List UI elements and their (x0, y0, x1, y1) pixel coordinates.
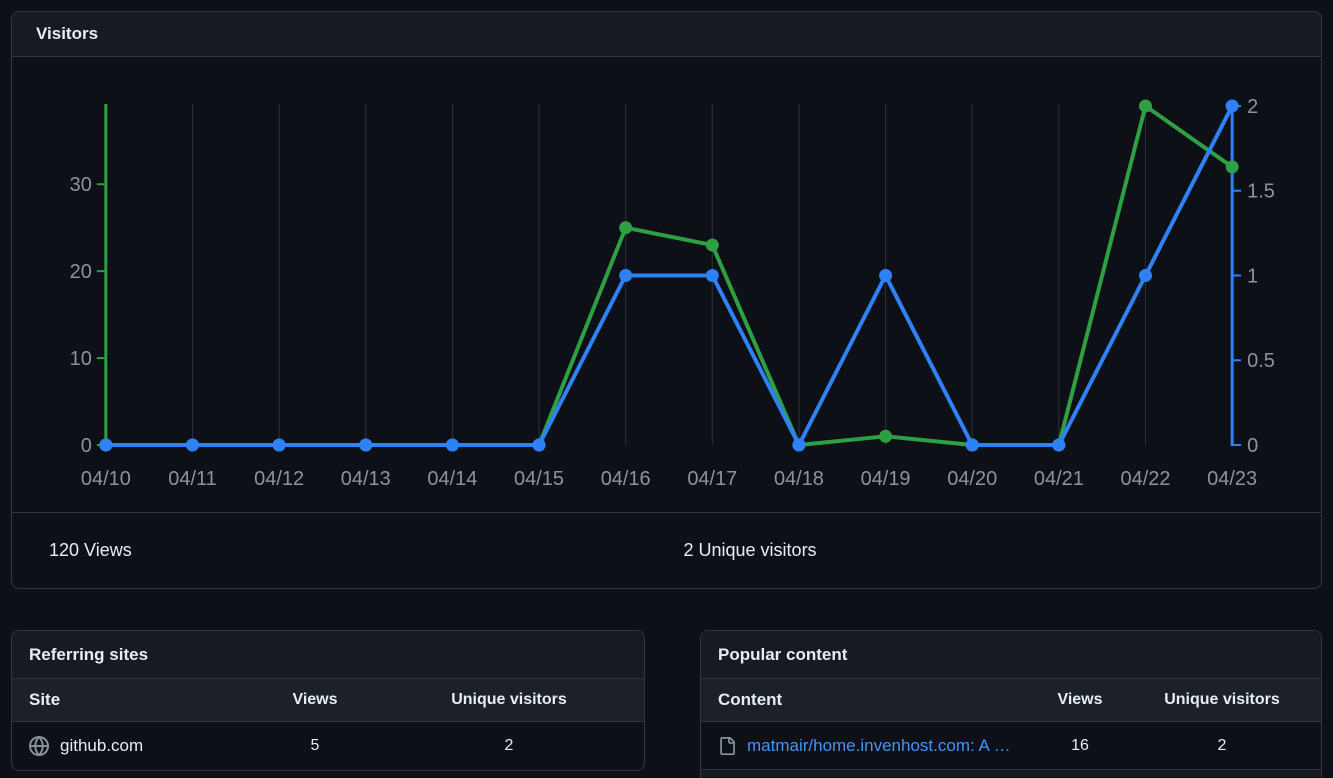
svg-text:0.5: 0.5 (1247, 350, 1275, 372)
svg-text:04/17: 04/17 (687, 468, 737, 490)
svg-text:0: 0 (1247, 435, 1258, 457)
svg-text:30: 30 (70, 174, 92, 196)
svg-text:04/12: 04/12 (254, 468, 304, 490)
svg-text:04/22: 04/22 (1121, 468, 1171, 490)
svg-text:04/20: 04/20 (947, 468, 997, 490)
svg-text:04/21: 04/21 (1034, 468, 1084, 490)
table-row: github.com 5 2 (12, 722, 644, 769)
referring-site-views: 5 (310, 736, 320, 754)
column-header-views: Views (1057, 691, 1103, 708)
file-icon (718, 736, 736, 755)
referring-sites-title: Referring sites (29, 644, 149, 664)
referring-sites-card: Referring sites Site Views Unique visito… (11, 630, 645, 771)
globe-icon (29, 735, 49, 756)
column-header-content: Content (718, 690, 783, 709)
total-views-label: 120 Views (49, 540, 132, 560)
referring-site-unique: 2 (504, 736, 514, 754)
svg-text:04/16: 04/16 (601, 468, 651, 490)
partial-next-row (701, 769, 1321, 777)
svg-text:1: 1 (1247, 265, 1258, 287)
svg-text:10: 10 (70, 348, 92, 370)
svg-text:04/23: 04/23 (1207, 468, 1257, 490)
popular-content-header: Popular content (701, 631, 1321, 679)
svg-text:04/19: 04/19 (861, 468, 911, 490)
svg-text:04/13: 04/13 (341, 468, 391, 490)
visitors-line-chart[interactable]: 0 10 20 30 0 0.5 1 1.5 2 04/10 04/11 04/12 04/13 04/1… (12, 57, 1321, 512)
visitors-card-header: Visitors (12, 12, 1321, 57)
svg-text:04/10: 04/10 (81, 468, 131, 490)
column-header-site: Site (29, 690, 61, 709)
svg-text:0: 0 (81, 435, 92, 457)
popular-content-table-header: Content Views Unique visitors (701, 679, 1321, 722)
referring-site-name: github.com (60, 735, 144, 755)
referring-sites-header: Referring sites (12, 631, 644, 679)
column-header-unique-visitors: Unique visitors (1164, 691, 1280, 708)
svg-text:20: 20 (70, 261, 92, 283)
svg-text:04/11: 04/11 (168, 468, 216, 490)
visitors-card: Visitors 0 10 20 30 0 0.5 1 1.5 2 04/10 04/11 04/12… (11, 11, 1322, 589)
popular-content-title: Popular content (718, 644, 848, 664)
column-header-unique-visitors: Unique visitors (451, 691, 567, 708)
column-header-views: Views (292, 691, 338, 708)
svg-text:1.5: 1.5 (1247, 181, 1275, 203)
popular-content-link[interactable]: matmair/home.invenhost.com: A … (747, 735, 1011, 755)
visitors-title: Visitors (36, 24, 99, 43)
popular-content-views: 16 (1071, 736, 1089, 754)
svg-text:04/15: 04/15 (514, 468, 564, 490)
svg-text:2: 2 (1247, 96, 1258, 118)
total-unique-visitors-label: 2 Unique visitors (683, 540, 817, 560)
referring-sites-table-header: Site Views Unique visitors (12, 679, 644, 722)
svg-text:04/14: 04/14 (427, 468, 477, 490)
table-row: matmair/home.invenhost.com: A … 16 2 (701, 722, 1321, 769)
popular-content-unique: 2 (1217, 736, 1227, 754)
visitors-summary-footer: 120 Views 2 Unique visitors (12, 512, 1321, 588)
svg-text:04/18: 04/18 (774, 468, 824, 490)
popular-content-card: Popular content Content Views Unique vis… (700, 630, 1322, 778)
